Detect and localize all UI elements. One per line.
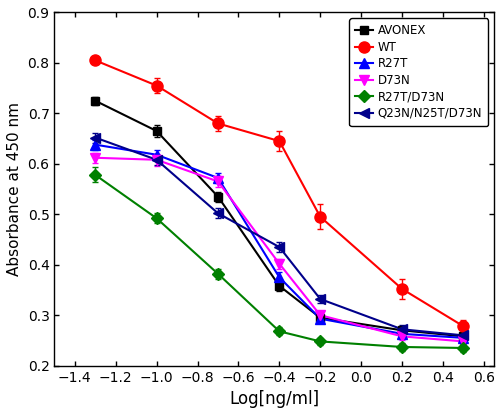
Legend: AVONEX, WT, R27T, D73N, R27T/D73N, Q23N/N25T/D73N: AVONEX, WT, R27T, D73N, R27T/D73N, Q23N/… [350, 18, 488, 126]
Y-axis label: Absorbance at 450 nm: Absorbance at 450 nm [7, 102, 22, 276]
X-axis label: Log[ng/ml]: Log[ng/ml] [229, 390, 319, 408]
